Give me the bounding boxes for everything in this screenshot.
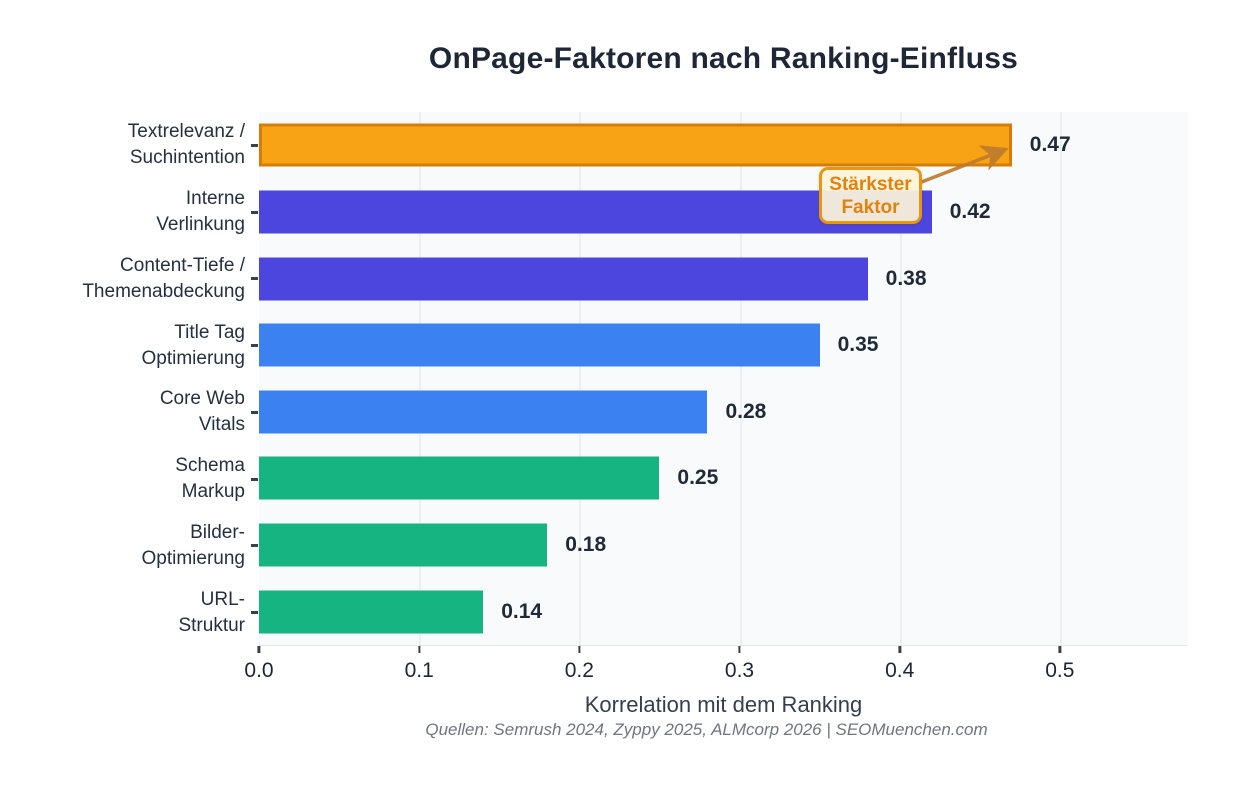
y-tick-mark xyxy=(251,544,258,548)
bar-row: 0.25 xyxy=(259,445,1188,512)
value-label: 0.42 xyxy=(949,199,991,223)
x-tick-label: 0.4 xyxy=(885,659,915,682)
category-label: Interne Verlinkung xyxy=(156,188,245,236)
x-axis-title: Korrelation mit dem Ranking xyxy=(584,692,863,717)
y-tick-mark xyxy=(251,410,258,414)
gridline xyxy=(899,112,902,645)
value-label: 0.38 xyxy=(885,266,927,290)
x-tick-mark xyxy=(417,646,421,653)
gridline xyxy=(419,112,422,645)
x-tick-mark xyxy=(578,646,581,653)
category-label: Title Tag Optimierung xyxy=(141,321,246,369)
x-tick-label: 0.0 xyxy=(244,659,274,682)
value-label: 0.47 xyxy=(1029,133,1071,157)
category-label: URL- Struktur xyxy=(178,588,245,636)
y-tick-mark xyxy=(251,477,258,481)
x-tick: 0.4 xyxy=(885,646,914,683)
y-label-row: Textrelevanz / Suchintention xyxy=(0,112,259,179)
category-label: Content-Tiefe / Themenabdeckung xyxy=(82,254,245,302)
y-label-row: Bilder- Optimierung xyxy=(0,513,259,580)
x-tick-mark xyxy=(898,646,901,653)
bar-url-struktur xyxy=(259,590,484,634)
annotation-arrow-icon xyxy=(918,145,1009,185)
bar-row: 0.38 xyxy=(259,245,1188,312)
x-tick: 0.3 xyxy=(725,646,754,683)
x-tick-label: 0.2 xyxy=(564,659,594,682)
x-tick: 0.1 xyxy=(405,646,434,683)
bar-row: 0.35 xyxy=(259,312,1188,379)
y-label-row: Schema Markup xyxy=(0,446,259,513)
category-label: Schema Markup xyxy=(175,455,245,503)
chart-title: OnPage-Faktoren nach Ranking-Einfluss xyxy=(428,42,1019,75)
bar-bilder-optimierung xyxy=(259,523,548,567)
bar-core-web-vitals xyxy=(259,390,708,434)
y-tick-mark xyxy=(251,143,258,147)
bar-row: 0.18 xyxy=(259,512,1188,579)
y-tick-mark xyxy=(251,210,258,214)
x-tick-label: 0.1 xyxy=(404,659,434,682)
y-tick-mark xyxy=(251,344,258,348)
x-tick-mark xyxy=(257,646,261,653)
bar-row: 0.47 xyxy=(259,112,1188,179)
y-label-row: Interne Verlinkung xyxy=(0,179,259,246)
y-tick-mark xyxy=(251,277,258,281)
bar-rows: 0.47 0.42 0.38 0.35 0.28 0.25 xyxy=(259,112,1188,645)
category-label: Textrelevanz / Suchintention xyxy=(127,121,245,169)
category-label: Core Web Vitals xyxy=(159,388,245,436)
annotation-staerkster-faktor: Stärkster Faktor xyxy=(819,167,922,224)
bar-row: 0.14 xyxy=(259,578,1188,645)
bar-title-tag xyxy=(259,323,820,367)
value-label: 0.28 xyxy=(725,399,767,423)
y-label-row: Core Web Vitals xyxy=(0,379,259,446)
x-tick: 0.2 xyxy=(565,646,594,683)
value-label: 0.14 xyxy=(501,599,543,623)
category-label: Bilder- Optimierung xyxy=(141,521,246,569)
gridline xyxy=(739,112,742,645)
x-tick-mark xyxy=(738,646,741,653)
bar-row: 0.28 xyxy=(259,379,1188,446)
bar-schema-markup xyxy=(259,456,660,500)
value-label: 0.35 xyxy=(837,333,879,357)
plot-area: 0.47 0.42 0.38 0.35 0.28 0.25 xyxy=(259,112,1188,646)
gridline xyxy=(579,112,582,645)
y-label-row: Content-Tiefe / Themenabdeckung xyxy=(0,246,259,313)
y-label-row: Title Tag Optimierung xyxy=(0,312,259,379)
bar-content-tiefe xyxy=(259,257,868,301)
source-note: Quellen: Semrush 2024, Zyppy 2025, ALMco… xyxy=(425,720,988,739)
y-axis-labels: Textrelevanz / Suchintention Interne Ver… xyxy=(0,112,259,646)
value-label: 0.18 xyxy=(565,533,607,557)
x-tick: 0.0 xyxy=(244,646,274,683)
x-tick-label: 0.3 xyxy=(724,659,755,682)
y-label-row: URL- Struktur xyxy=(0,579,259,646)
x-axis: 0.0 0.1 0.2 0.3 0.4 0.5 xyxy=(244,646,1188,696)
gridline xyxy=(1059,112,1062,645)
x-tick-mark xyxy=(1058,646,1062,653)
bar-row: 0.42 xyxy=(259,179,1188,246)
value-label: 0.25 xyxy=(677,466,719,490)
bar-textrelevanz xyxy=(259,123,1012,167)
x-tick-label: 0.5 xyxy=(1045,659,1075,682)
x-tick: 0.5 xyxy=(1045,646,1074,683)
y-tick-mark xyxy=(251,611,258,615)
